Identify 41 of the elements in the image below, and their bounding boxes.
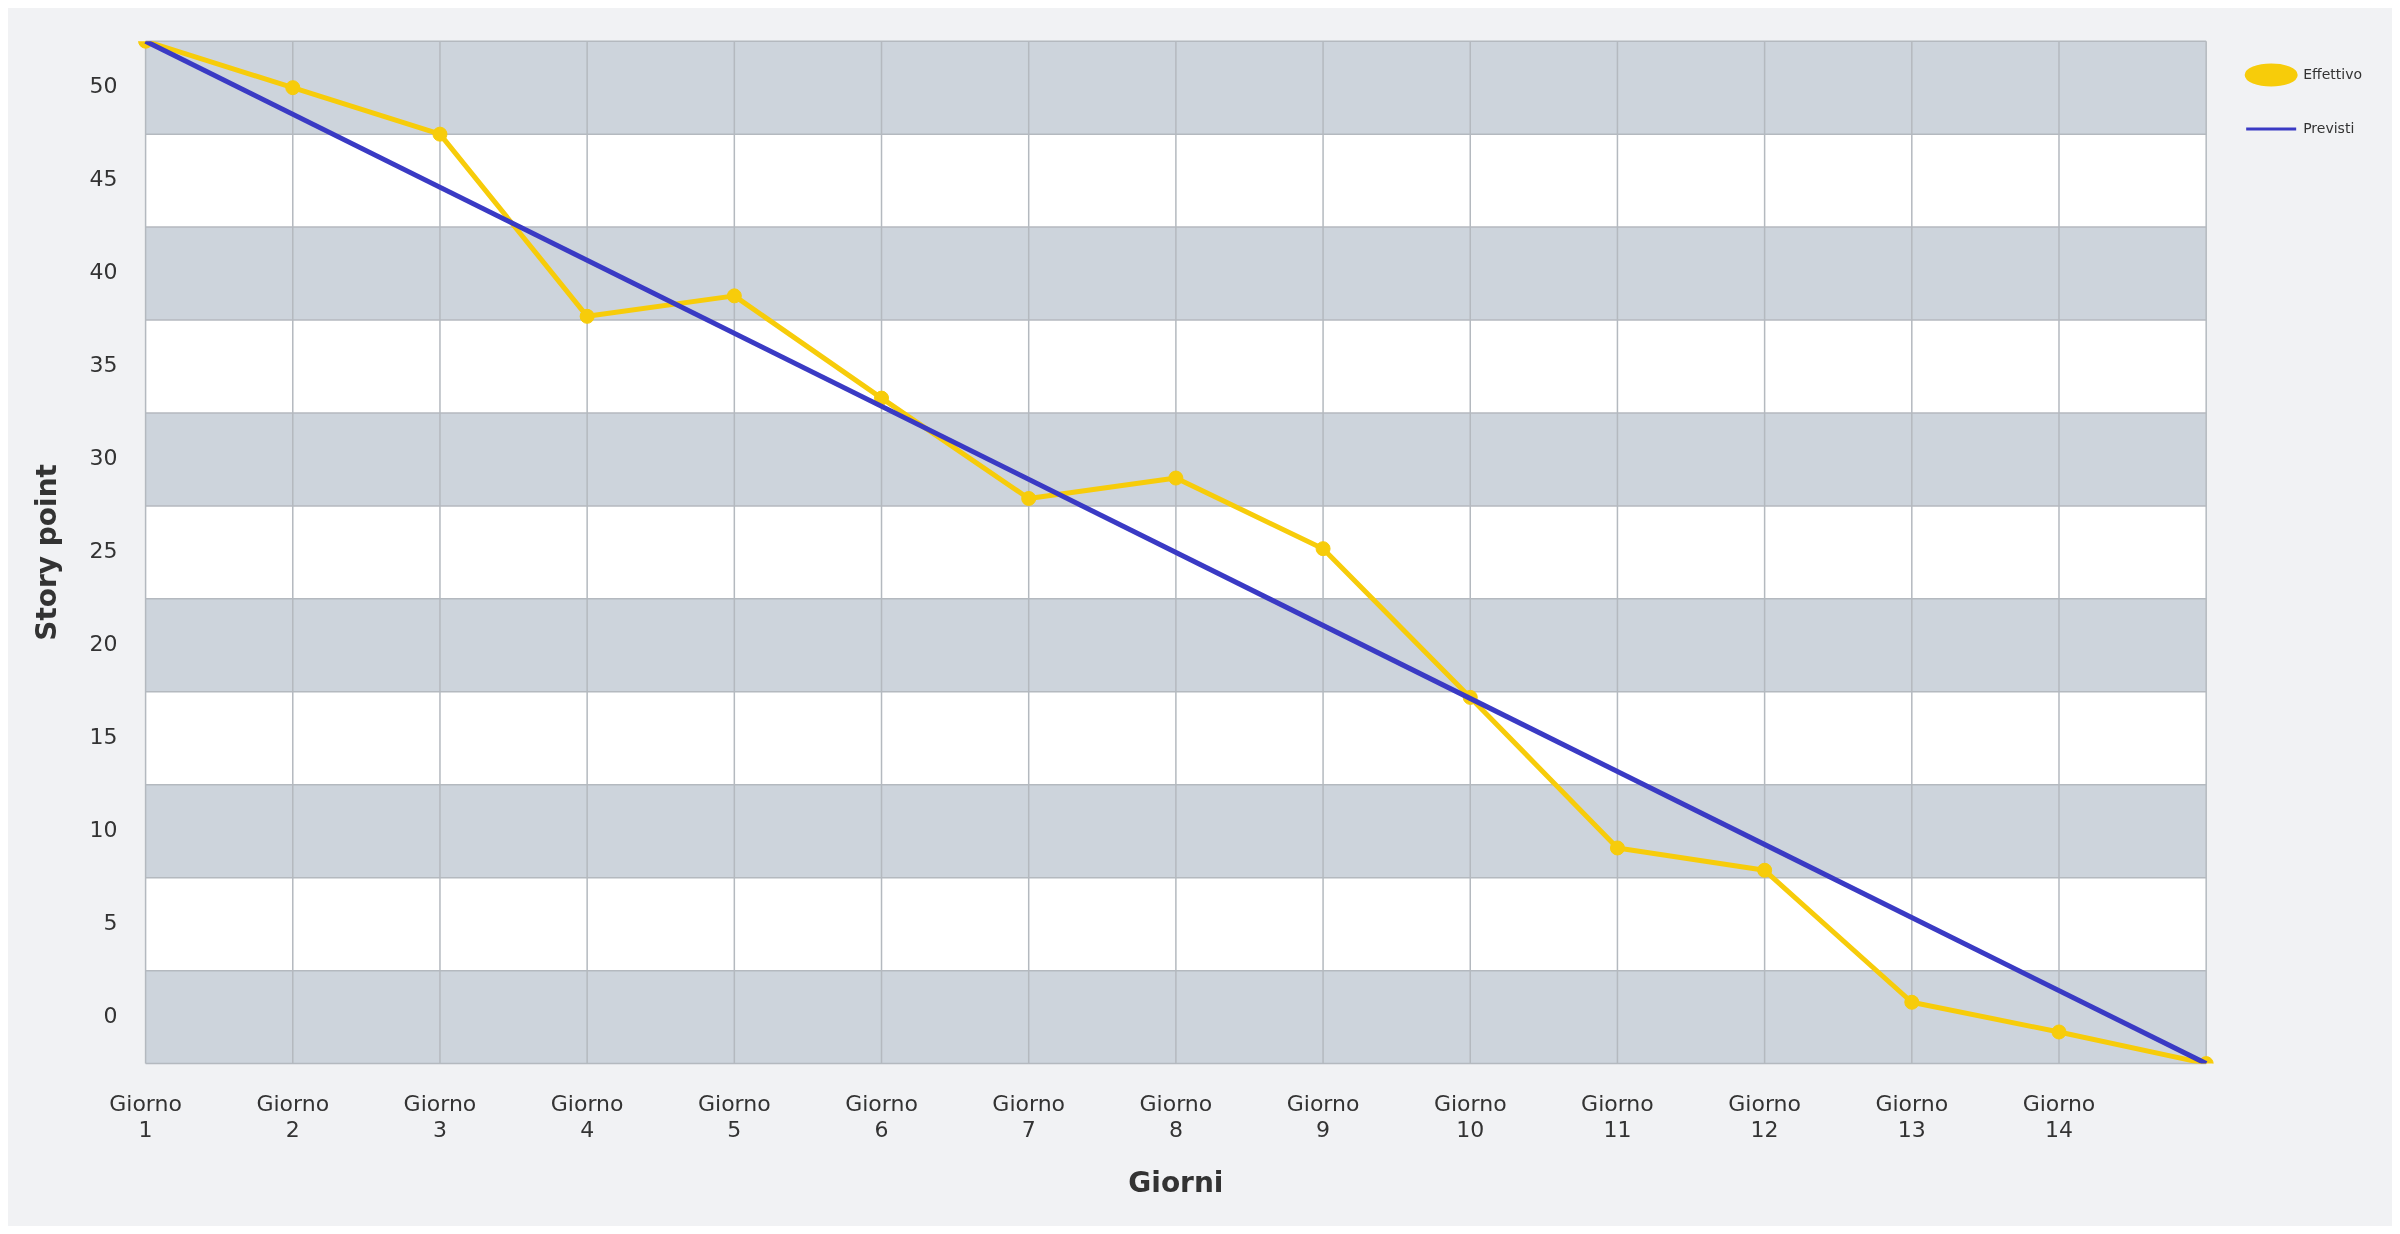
x-tick-label: Giorno 12 [1728,1090,1801,1142]
x-tick-label: Giorno 8 [1139,1090,1213,1142]
x-tick-label: Giorno 4 [550,1090,624,1142]
point [726,288,742,304]
point [579,308,595,324]
point [1757,862,1773,878]
x-tick-label: Giorno 10 [1433,1090,1507,1142]
y-tick-label: 30 [89,445,118,471]
point [1904,994,1920,1010]
y-tick-label: 20 [89,631,118,657]
y-axis-title: Story point [30,464,64,641]
y-tick-label: 40 [89,259,118,285]
y-tick-label: 5 [103,909,118,935]
x-tick-label: Giorno 6 [845,1090,918,1142]
y-tick-label: 0 [103,1002,118,1028]
y-tick-label: 45 [89,166,118,192]
x-tick-label: Giorno 5 [697,1090,771,1142]
point [1168,470,1184,486]
point [1315,541,1331,557]
point [1609,840,1625,856]
legend-label: Effettivo [2303,65,2362,82]
y-tick-label: 15 [89,724,118,750]
x-tick-label: Giorno 2 [256,1090,330,1142]
x-tick-label: Giorno 13 [1875,1090,1949,1142]
point [285,80,301,96]
y-tick-label: 25 [89,538,118,564]
point [2051,1024,2067,1040]
y-tick-label: 10 [89,816,118,842]
x-tick-label: Giorno 7 [992,1090,1066,1142]
x-tick-label: Giorno 11 [1581,1090,1654,1142]
x-axis-title: Giorni [1128,1166,1224,1200]
x-tick-label: Giorno 1 [109,1090,182,1142]
point [874,390,890,406]
point [1021,490,1037,506]
y-tick-label: 35 [89,352,118,378]
x-tick-label: Giorno 3 [403,1090,477,1142]
point [432,126,448,142]
legend-label: Previsti [2303,119,2355,136]
x-tick-label: Giorno 9 [1286,1090,1360,1142]
x-tick-label: Giorno 14 [2022,1090,2096,1142]
y-tick-label: 50 [89,73,118,99]
